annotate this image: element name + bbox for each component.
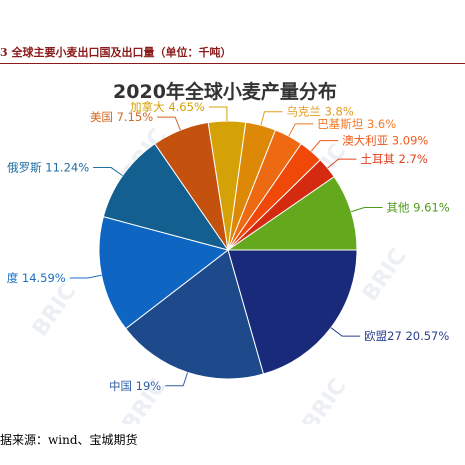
pie-slice: [102, 143, 230, 251]
slice-label: 巴基斯坦 3.6%: [317, 117, 396, 131]
leader-line: [157, 116, 181, 131]
slice-label: 中国 19%: [109, 379, 161, 393]
watermark-text: BRIC: [358, 244, 412, 306]
figure-caption: 3 全球主要小麦出口国及出口量（单位：千吨）: [0, 46, 232, 59]
slice-label: 其他 9.61%: [387, 200, 450, 214]
slice-label: 澳大利亚 3.09%: [342, 134, 428, 148]
pie-slice: [98, 216, 230, 330]
watermark-text: BRIC: [28, 279, 82, 341]
pie-slice: [125, 249, 265, 380]
pie-chart: BRICBRICBRICBRICBRICBRICBRIC 2020年全球小麦产量…: [7, 80, 450, 424]
leader-line: [288, 123, 314, 137]
slice-label: 加拿大 4.65%: [130, 100, 205, 114]
slice-label: 俄罗斯 11.24%: [7, 161, 89, 175]
leader-line: [208, 106, 228, 122]
leader-line: [165, 372, 189, 387]
slice-label: 度 14.59%: [7, 271, 66, 285]
watermark-text: BRIC: [298, 374, 352, 424]
slice-label: 土耳其 2.7%: [360, 152, 427, 166]
leader-line: [260, 111, 283, 126]
leader-line: [310, 140, 339, 152]
pie-slices: [98, 120, 358, 380]
leader-line: [330, 327, 361, 337]
source-note: 据来源：wind、宝城期货: [0, 433, 138, 447]
leader-line: [93, 167, 123, 177]
slice-label: 乌克兰 3.8%: [286, 105, 353, 119]
slice-labels: 欧盟27 20.57% 中国 19% 度 14.59% 俄罗斯 11.24% 美国 7.…: [7, 100, 450, 393]
leader-line: [69, 274, 102, 279]
caption-divider: [0, 63, 465, 64]
chart-title: 2020年全球小麦产量分布: [113, 80, 337, 103]
leader-line: [327, 158, 357, 169]
slice-label: 欧盟27 20.57%: [364, 329, 449, 343]
leader-lines: [69, 106, 383, 387]
slice-label: 美国 7.15%: [90, 110, 153, 124]
leader-line: [351, 206, 383, 213]
pie-slice: [226, 176, 358, 251]
